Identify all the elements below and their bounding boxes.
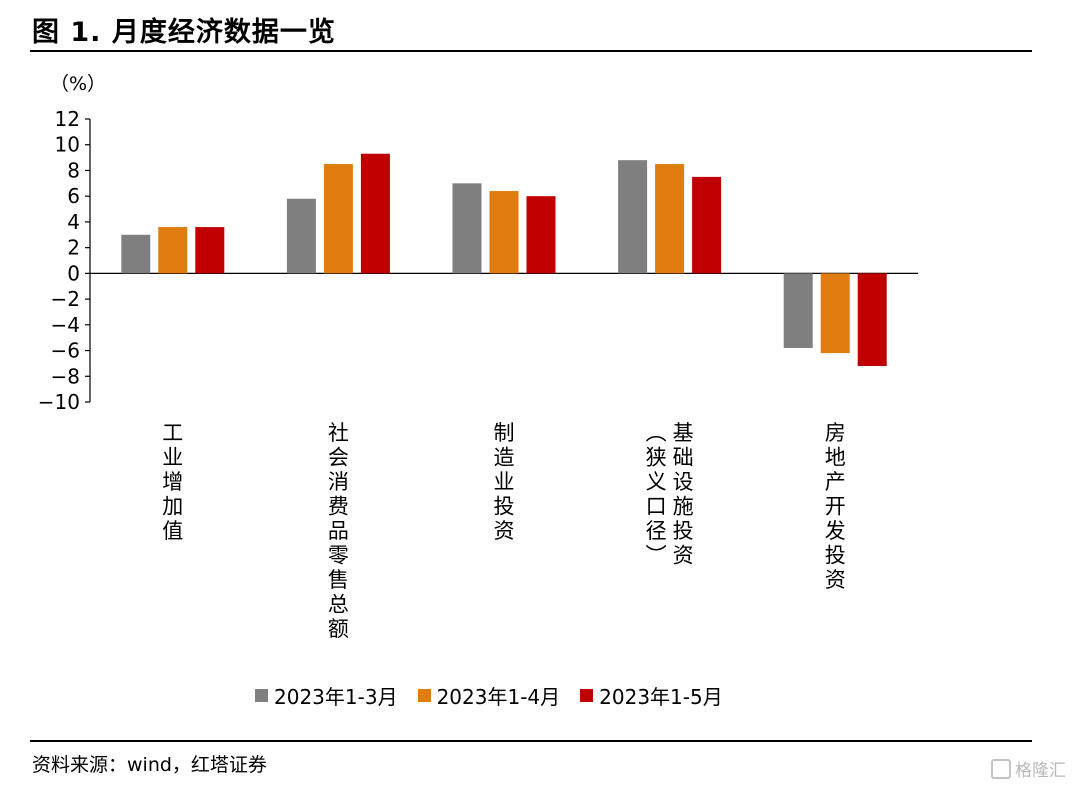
y-tick-label: 4	[67, 210, 80, 234]
y-tick-label: 8	[67, 158, 80, 182]
watermark-text: 格隆汇	[1015, 761, 1066, 781]
y-tick-label: 6	[67, 184, 80, 208]
bar	[286, 198, 316, 274]
x-category-label: 社会消费品零售总额	[328, 421, 349, 641]
x-category-label: 制造业投资	[494, 421, 515, 543]
legend-label: 2023年1-5月	[599, 684, 723, 709]
x-category-label: 基础设施投资	[673, 421, 694, 568]
bar	[121, 234, 151, 274]
y-unit-label: （%）	[50, 73, 106, 95]
y-tick-label: −6	[51, 339, 80, 363]
figure-title: 图 1. 月度经济数据一览	[32, 17, 336, 48]
y-tick-label: −4	[51, 313, 80, 337]
legend-label: 2023年1-4月	[436, 684, 561, 709]
legend-item: 2023年1-3月	[255, 681, 398, 710]
bar	[526, 196, 556, 274]
y-tick-label: 12	[55, 107, 80, 131]
bar	[820, 273, 850, 354]
bar	[195, 227, 225, 274]
y-tick-label: −10	[38, 390, 80, 414]
bar	[692, 176, 722, 274]
bar	[360, 153, 390, 274]
watermark-logo-icon	[991, 759, 1011, 779]
bar	[655, 164, 685, 274]
bar	[857, 273, 887, 366]
y-tick-label: 10	[55, 133, 80, 157]
bar	[489, 191, 519, 274]
source-note: 资料来源：wind，红塔证券	[32, 754, 267, 776]
legend-label: 2023年1-3月	[274, 684, 398, 709]
legend-item: 2023年1-5月	[580, 681, 723, 710]
legend-swatch	[417, 688, 431, 702]
y-tick-label: 2	[67, 236, 80, 260]
legend-swatch	[255, 688, 268, 702]
y-tick-label: −2	[51, 287, 80, 311]
bar	[158, 227, 188, 274]
y-tick-label: 0	[67, 261, 80, 285]
watermark: 格隆汇	[991, 756, 1066, 781]
x-category-label: ︵狭义口径︶	[646, 421, 667, 568]
top-divider	[30, 50, 1032, 52]
bar	[323, 164, 353, 274]
bar	[618, 160, 648, 274]
y-tick-label: −8	[51, 364, 80, 388]
chart-legend: 2023年1-3月 2023年1-4月 2023年1-5月	[255, 680, 743, 710]
x-category-label: 房地产开发投资	[825, 421, 846, 592]
bottom-divider	[30, 740, 1032, 742]
bar	[783, 273, 813, 348]
legend-item: 2023年1-4月	[417, 681, 561, 710]
bar	[452, 183, 482, 274]
legend-swatch	[580, 688, 594, 702]
x-category-label: 工业增加值	[162, 421, 183, 543]
